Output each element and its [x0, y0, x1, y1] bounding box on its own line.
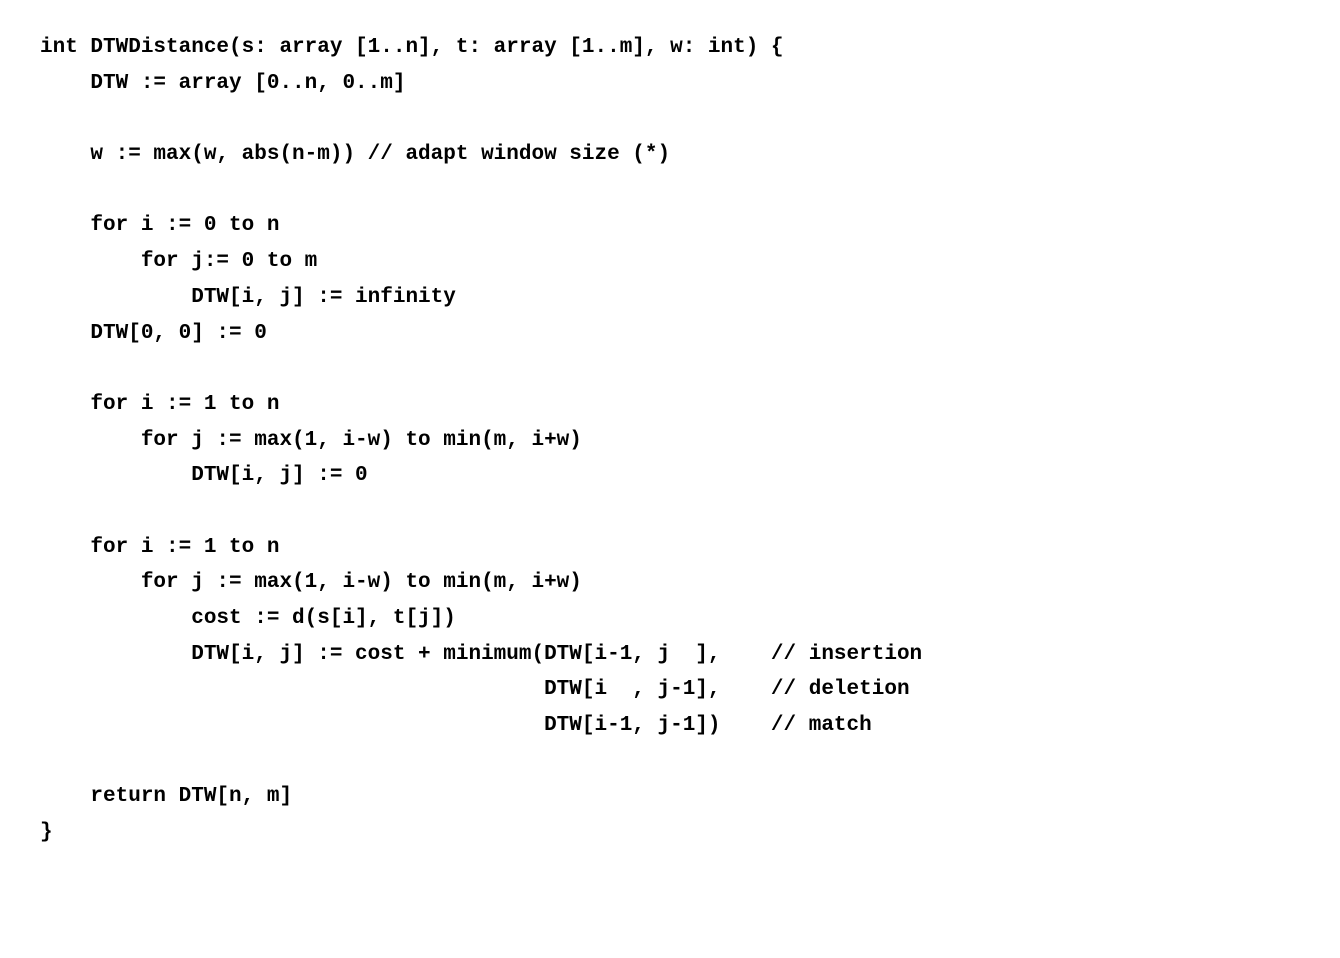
code-line: }: [40, 821, 53, 844]
code-line: for i := 1 to n: [40, 536, 279, 559]
code-line: w := max(w, abs(n-m)) // adapt window si…: [40, 143, 670, 166]
code-line: return DTW[n, m]: [40, 785, 292, 808]
code-line: DTW[i, j] := cost + minimum(DTW[i-1, j ]…: [40, 643, 922, 666]
code-line: for j := max(1, i-w) to min(m, i+w): [40, 429, 582, 452]
code-line: DTW := array [0..n, 0..m]: [40, 72, 405, 95]
code-line: for i := 1 to n: [40, 393, 279, 416]
code-line: DTW[i , j-1], // deletion: [40, 678, 910, 701]
code-block: int DTWDistance(s: array [1..n], t: arra…: [40, 30, 1300, 851]
code-line: for j:= 0 to m: [40, 250, 317, 273]
code-line: DTW[i-1, j-1]) // match: [40, 714, 872, 737]
code-line: DTW[i, j] := 0: [40, 464, 368, 487]
code-line: cost := d(s[i], t[j]): [40, 607, 456, 630]
code-line: DTW[i, j] := infinity: [40, 286, 456, 309]
code-line: DTW[0, 0] := 0: [40, 322, 267, 345]
code-line: for j := max(1, i-w) to min(m, i+w): [40, 571, 582, 594]
code-line: for i := 0 to n: [40, 214, 279, 237]
code-line: int DTWDistance(s: array [1..n], t: arra…: [40, 36, 784, 59]
